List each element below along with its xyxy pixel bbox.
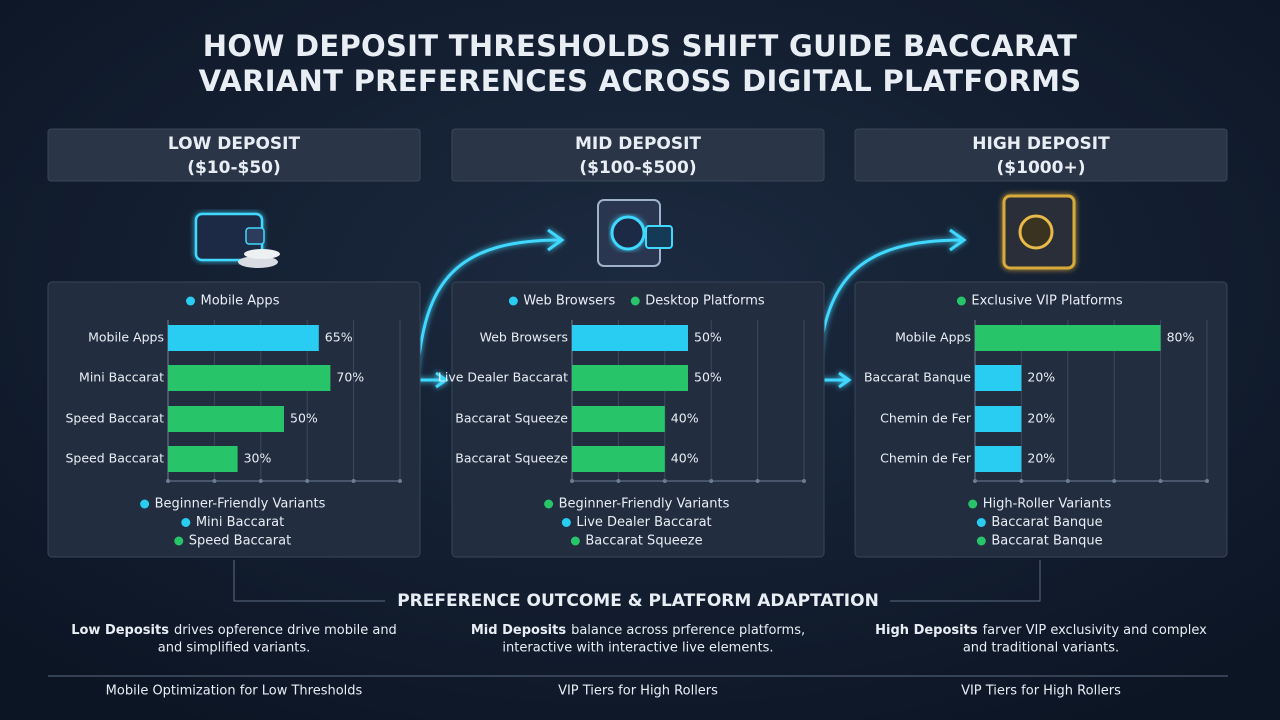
value-label: 20% xyxy=(1027,411,1055,426)
description: and traditional variants. xyxy=(963,641,1119,656)
value-label: 80% xyxy=(1167,330,1195,345)
value-label: 40% xyxy=(671,451,699,466)
outcome-title: PREFERENCE OUTCOME & PLATFORM ADAPTATION xyxy=(397,591,879,611)
safe-icon xyxy=(597,199,673,267)
panel-subtitle: ($1000+) xyxy=(997,158,1086,178)
footer-text: VIP Tiers for High Rollers xyxy=(961,684,1121,699)
description-lead: Mid Deposits xyxy=(471,623,566,638)
panel-title: MID DEPOSIT xyxy=(575,134,701,154)
legend-dot xyxy=(630,296,640,306)
note-text: Mini Baccarat xyxy=(196,515,284,530)
bar xyxy=(572,325,688,351)
legend-label: Web Browsers xyxy=(523,294,615,309)
note-text: Live Dealer Baccarat xyxy=(576,515,711,530)
category-label: Baccarat Banque xyxy=(864,370,971,385)
category-label: Baccarat Squeeze xyxy=(455,411,568,426)
header-box xyxy=(47,128,421,182)
panel-title: HIGH DEPOSIT xyxy=(972,134,1110,154)
description-text: balance across prference platforms, xyxy=(571,623,805,638)
description-text: farver VIP exclusivity and complex xyxy=(983,623,1208,638)
note-dot xyxy=(570,536,580,546)
bar xyxy=(168,365,331,391)
value-label: 30% xyxy=(244,451,272,466)
legend-label: Exclusive VIP Platforms xyxy=(971,294,1122,309)
bar xyxy=(572,446,665,472)
bar xyxy=(975,325,1161,351)
legend-dot xyxy=(508,296,518,306)
note-dot xyxy=(174,536,184,546)
description: interactive with interactive live elemen… xyxy=(502,641,773,656)
legend-dot xyxy=(186,296,196,306)
bar xyxy=(168,406,284,432)
note-text: Beginner-Friendly Variants xyxy=(155,497,326,512)
note-dot xyxy=(976,518,986,527)
legend-label: Desktop Platforms xyxy=(645,294,765,309)
category-label: Baccarat Squeeze xyxy=(455,451,568,466)
value-label: 50% xyxy=(694,330,722,345)
legend-label: Mobile Apps xyxy=(201,294,280,309)
bar xyxy=(572,365,688,391)
legend-dot xyxy=(956,296,966,306)
legend: Exclusive VIP Platforms xyxy=(956,294,1123,309)
note-dot xyxy=(181,518,191,527)
header-box xyxy=(451,128,825,182)
panel-subtitle: ($10-$50) xyxy=(187,158,281,178)
value-label: 65% xyxy=(325,330,353,345)
note-text: Beginner-Friendly Variants xyxy=(559,497,730,512)
note-text: Baccarat Banque xyxy=(991,534,1102,549)
note-dot xyxy=(561,518,571,527)
bar xyxy=(975,406,1022,432)
description-text: drives opference drive mobile and xyxy=(174,623,397,638)
legend: Mobile Apps xyxy=(186,294,280,309)
title-line: VARIANT PREFERENCES ACROSS DIGITAL PLATF… xyxy=(199,64,1082,98)
value-label: 50% xyxy=(694,370,722,385)
category-label: Mobile Apps xyxy=(88,330,164,345)
note-dot xyxy=(976,536,986,546)
description: and simplified variants. xyxy=(158,641,311,656)
category-label: Web Browsers xyxy=(480,330,568,345)
vault-icon xyxy=(1002,194,1076,270)
note-dot xyxy=(544,499,554,509)
category-label: Live Dealer Baccarat xyxy=(438,370,568,385)
value-label: 20% xyxy=(1027,370,1055,385)
description-lead: Low Deposits xyxy=(71,623,169,638)
value-label: 20% xyxy=(1027,451,1055,466)
note-dot xyxy=(140,499,150,509)
value-label: 70% xyxy=(336,370,364,385)
bar xyxy=(975,446,1022,472)
bar xyxy=(168,325,319,351)
bar xyxy=(572,406,665,432)
title-line: HOW DEPOSIT THRESHOLDS SHIFT GUIDE BACCA… xyxy=(203,29,1077,63)
category-label: Speed Baccarat xyxy=(66,451,165,466)
footer-text: Mobile Optimization for Low Thresholds xyxy=(106,684,363,699)
footer-text: VIP Tiers for High Rollers xyxy=(558,684,718,699)
legend: Web Browsers Desktop Platforms xyxy=(508,294,765,309)
description: Low Deposits drives opference drive mobil… xyxy=(71,623,397,638)
category-label: Mini Baccarat xyxy=(79,370,164,385)
description: Mid Deposits balance across prference pla… xyxy=(471,623,805,638)
description-lead: High Deposits xyxy=(875,623,978,638)
value-label: 40% xyxy=(671,411,699,426)
category-label: Mobile Apps xyxy=(895,330,971,345)
panel-title: LOW DEPOSIT xyxy=(168,134,301,154)
note-dot xyxy=(968,499,978,509)
category-label: Speed Baccarat xyxy=(66,411,165,426)
bar xyxy=(168,446,238,472)
note-text: High-Roller Variants xyxy=(983,497,1112,512)
wallet-icon xyxy=(194,212,280,268)
category-label: Chemin de Fer xyxy=(880,451,972,466)
panel-subtitle: ($100-$500) xyxy=(579,158,696,178)
outcome-lines xyxy=(48,560,1228,677)
description: High Deposits farver VIP exclusivity and … xyxy=(875,623,1207,638)
note-text: Speed Baccarat xyxy=(189,534,291,549)
note-text: Baccarat Banque xyxy=(991,515,1102,530)
bar xyxy=(975,365,1022,391)
category-label: Chemin de Fer xyxy=(880,411,972,426)
value-label: 50% xyxy=(290,411,318,426)
header-box xyxy=(854,128,1228,182)
note-text: Baccarat Squeeze xyxy=(585,534,702,549)
